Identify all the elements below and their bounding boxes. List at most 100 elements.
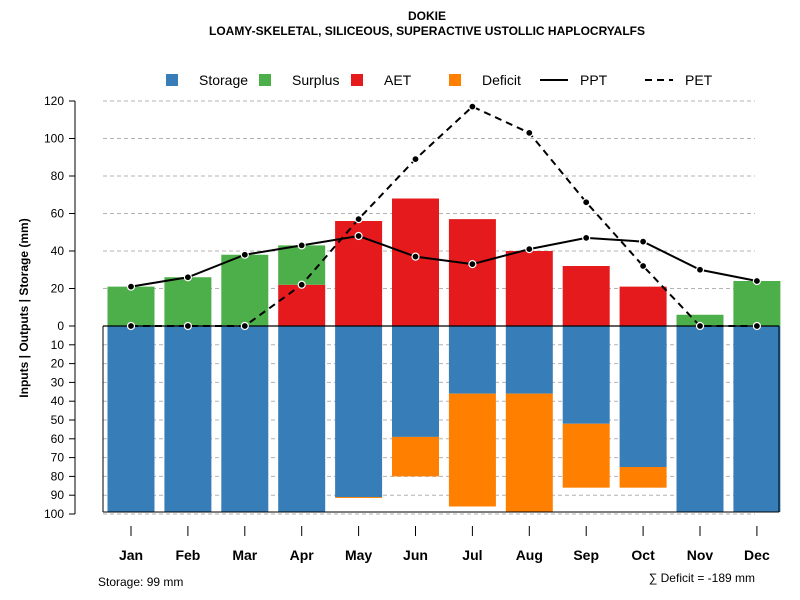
legend-swatch-storage [166,74,178,86]
bar-storage [392,326,439,437]
y-tick-label: 20 [51,357,65,371]
storage-footer: Storage: 99 mm [98,575,183,589]
x-tick-label: Aug [516,547,543,563]
x-tick-label: May [345,547,372,563]
bar-aet [619,286,667,326]
y-tick-label: 80 [51,469,65,483]
point-pet [354,215,363,224]
point-ppt [582,233,591,242]
point-pet [297,280,306,289]
y-tick-label: 90 [51,488,65,502]
bar-deficit [562,423,610,488]
bar-aet [392,198,439,326]
y-tick-label: 40 [51,244,65,258]
point-ppt [183,273,192,282]
point-ppt [695,265,705,274]
y-tick-label: 50 [51,413,65,427]
y-tick-label: 10 [51,338,65,352]
bar-deficit [392,436,439,477]
point-ppt [240,250,249,259]
bar-storage [164,326,212,513]
chart-subtitle: LOAMY-SKELETAL, SILICEOUS, SUPERACTIVE U… [209,24,645,38]
y-tick-label: 60 [51,432,65,446]
y-tick-label: 40 [51,394,65,408]
point-pet [695,321,705,331]
x-tick-label: Dec [744,547,770,563]
bar-storage [562,326,610,424]
point-ppt [638,237,648,246]
x-tick-label: Sep [573,547,599,563]
series-lines [126,102,762,331]
point-pet [411,155,420,164]
legend: Storage Surplus AET Deficit PPT PET [166,72,713,88]
axes: 0 20 40 60 80 100 120 10 20 30 40 50 60 70 80 90 100 Jan F… [44,94,780,563]
y-axis-label: Inputs | Outputs | Storage (mm) [17,218,31,397]
bar-surplus [676,314,724,326]
legend-label-surplus: Surplus [292,72,339,88]
bar-deficit [619,467,667,488]
x-tick-label: Feb [175,547,200,563]
y-tick-label: 30 [51,375,65,389]
bar-storage [448,326,496,394]
legend-label-aet: AET [384,72,412,88]
point-ppt [525,245,534,254]
bar-storage [619,326,667,467]
x-tick-label: Mar [232,547,257,563]
point-ppt [126,282,136,291]
point-pet [752,321,762,331]
bar-deficit [505,393,553,513]
point-pet [240,321,249,331]
bar-deficit [448,393,496,507]
point-pet [525,128,534,137]
bar-storage [335,326,383,498]
y-tick-label: 0 [57,319,64,333]
legend-label-deficit: Deficit [482,72,521,88]
point-ppt [752,276,762,286]
x-tick-label: Jan [119,547,143,563]
point-ppt [411,252,420,261]
y-tick-label: 20 [51,282,65,296]
x-tick-label: Nov [687,547,714,563]
legend-label-storage: Storage [199,72,248,88]
bar-surplus [733,281,781,326]
bar-storage [676,326,724,513]
x-tick-label: Jun [403,547,428,563]
y-tick-label: 80 [51,169,65,183]
chart-title: DOKIE [408,9,446,23]
line-ppt [130,234,758,288]
bar-aet [278,284,326,326]
deficit-footer: ∑ Deficit = -189 mm [649,571,755,585]
bar-storage [505,326,553,394]
bar-storage [733,326,781,513]
point-ppt [354,231,363,241]
y-tick-label: 120 [44,94,64,108]
legend-swatch-surplus [259,74,271,86]
bar-surplus [107,286,155,326]
bar-storage [278,326,326,513]
x-tick-label: Apr [290,547,315,563]
legend-label-pet: PET [685,72,713,88]
bar-aet [505,251,553,326]
bar-storage [107,326,155,513]
bar-surplus [278,245,326,285]
bar-storage [221,326,269,513]
point-pet [638,261,648,271]
bar-surplus [221,254,269,326]
y-tick-label: 100 [44,507,64,521]
x-tick-label: Jul [462,547,482,563]
point-pet [126,321,136,331]
point-pet [183,321,192,331]
bar-aet [562,266,610,326]
point-pet [468,102,477,111]
legend-label-ppt: PPT [580,72,608,88]
bar-surplus [164,277,212,326]
x-tick-label: Oct [631,547,655,563]
point-ppt [297,241,306,250]
legend-swatch-deficit [449,74,461,86]
y-tick-label: 70 [51,451,65,465]
bar-deficit [335,497,383,499]
bars [107,198,781,513]
y-tick-label: 100 [44,132,64,146]
point-ppt [468,260,477,269]
